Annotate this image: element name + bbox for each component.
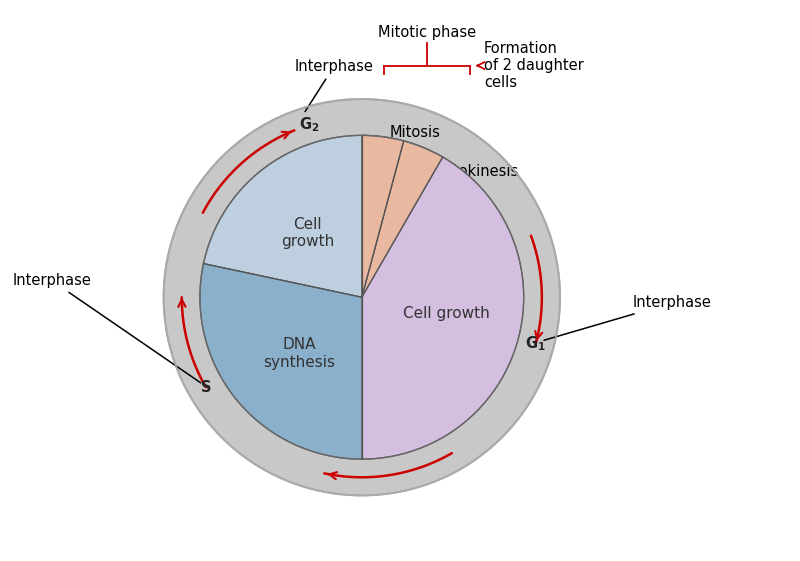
Text: $\bf{G_1}$: $\bf{G_1}$ xyxy=(526,334,546,353)
Text: Interphase: Interphase xyxy=(544,295,711,341)
Text: Cytokinesis: Cytokinesis xyxy=(409,164,518,192)
Wedge shape xyxy=(203,135,362,297)
Circle shape xyxy=(200,135,524,459)
Wedge shape xyxy=(362,135,404,297)
Wedge shape xyxy=(362,141,442,297)
Text: $\bf{S}$: $\bf{S}$ xyxy=(200,379,212,396)
Text: Mitosis: Mitosis xyxy=(379,125,441,183)
Text: $\bf{G_2}$: $\bf{G_2}$ xyxy=(299,116,319,135)
Text: Cell
growth: Cell growth xyxy=(281,217,334,249)
Wedge shape xyxy=(200,264,362,459)
Text: Interphase: Interphase xyxy=(294,59,374,112)
Text: Formation
of 2 daughter
cells: Formation of 2 daughter cells xyxy=(478,41,584,90)
Text: Mitotic phase: Mitotic phase xyxy=(378,25,476,40)
Circle shape xyxy=(164,99,560,495)
Text: Interphase: Interphase xyxy=(12,273,201,383)
Circle shape xyxy=(200,135,524,459)
Text: Cell growth: Cell growth xyxy=(402,306,490,321)
Wedge shape xyxy=(362,135,524,459)
Text: DNA
synthesis: DNA synthesis xyxy=(263,337,335,370)
